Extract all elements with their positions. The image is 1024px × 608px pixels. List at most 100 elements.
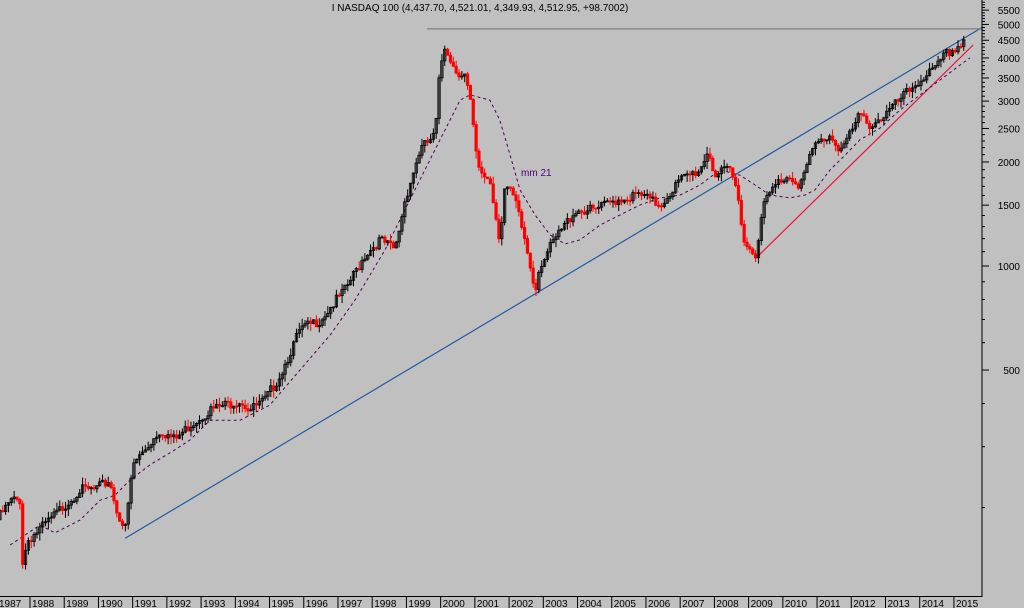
candle-up (890, 103, 895, 109)
candle-up (597, 206, 601, 209)
candle-down (92, 487, 96, 490)
candle-down (468, 85, 473, 100)
candle-up (420, 145, 424, 156)
candle-up (842, 143, 846, 149)
candle-down (83, 484, 88, 487)
candle-up (354, 268, 358, 272)
candle-up (146, 447, 150, 451)
y-tick-label: 4000 (998, 54, 1021, 65)
candle-up (195, 422, 199, 427)
candle-up (910, 87, 915, 92)
candle-up (397, 230, 401, 243)
candle-up (203, 418, 207, 421)
candle-down (868, 122, 872, 129)
x-tick-label: 1988 (32, 599, 55, 608)
x-tick-label: 2005 (614, 599, 637, 608)
candle-down (947, 48, 952, 57)
candle-down (457, 72, 461, 78)
candle-down (243, 404, 247, 409)
candle-up (631, 192, 635, 202)
candle-down (61, 506, 65, 511)
candle-up (380, 236, 384, 239)
candle-up (893, 99, 897, 105)
candle-up (266, 391, 270, 397)
candle-up (500, 222, 504, 240)
candle-up (828, 135, 832, 141)
candle-down (753, 253, 758, 259)
candle-up (140, 451, 145, 456)
x-tick-label: 2006 (648, 599, 671, 608)
long-term-support-line (124, 26, 984, 539)
candle-up (771, 186, 775, 193)
candle-up (845, 137, 849, 145)
candle-up (366, 254, 370, 260)
candle-up (668, 196, 672, 199)
candle-up (819, 138, 823, 142)
candle-up (320, 319, 324, 326)
candle-down (619, 199, 624, 203)
candle-down (711, 157, 715, 172)
candle-up (172, 434, 176, 438)
candle-up (548, 242, 552, 253)
candle-down (511, 187, 515, 196)
candle-up (870, 126, 875, 129)
candle-up (919, 80, 923, 86)
candle-up (269, 385, 273, 392)
candle-up (811, 148, 815, 155)
candle-up (440, 60, 444, 79)
candle-down (494, 202, 498, 220)
candle-up (808, 154, 812, 166)
candle-down (796, 183, 800, 189)
candle-down (488, 178, 492, 185)
candle-up (360, 260, 364, 270)
candle-down (115, 500, 119, 514)
candle-up (274, 385, 279, 391)
x-tick-label: 2002 (511, 599, 534, 608)
candle-up (408, 182, 413, 197)
candle-up (945, 48, 949, 54)
x-tick-label: 1994 (237, 599, 260, 608)
candle-up (685, 173, 689, 176)
candle-down (118, 512, 122, 522)
candle-up (69, 500, 73, 506)
candle-up (343, 284, 347, 290)
candle-up (32, 534, 36, 542)
candle-up (331, 306, 336, 309)
candle-down (120, 520, 125, 526)
y-tick-label: 3500 (998, 74, 1021, 85)
candle-up (340, 289, 344, 296)
candle-down (314, 319, 319, 328)
candle-up (930, 67, 934, 70)
x-tick-label: 1997 (340, 599, 363, 608)
candle-down (448, 54, 453, 63)
x-tick-label: 2004 (580, 599, 603, 608)
y-tick-label: 5500 (998, 6, 1021, 17)
x-tick-label: 2003 (545, 599, 568, 608)
candle-down (169, 434, 173, 438)
candle-up (765, 194, 769, 203)
candle-up (78, 492, 82, 498)
candle-down (648, 193, 652, 199)
candle-up (232, 405, 236, 409)
candle-down (625, 199, 629, 202)
candle-down (520, 211, 524, 228)
x-tick-label: 2011 (819, 599, 841, 608)
candle-up (962, 39, 966, 47)
x-tick-label: 2000 (443, 599, 466, 608)
candle-down (522, 227, 527, 239)
candle-up (369, 249, 373, 256)
candle-up (260, 397, 264, 402)
candle-up (89, 487, 93, 490)
candle-up (294, 332, 299, 343)
candle-up (329, 307, 333, 314)
candle-up (565, 218, 569, 224)
candle-down (388, 240, 393, 244)
candle-up (123, 523, 127, 526)
candle-up (66, 504, 70, 510)
candle-down (896, 99, 900, 102)
candle-up (933, 65, 937, 69)
candle-up (300, 325, 304, 331)
candle-up (873, 122, 877, 128)
candle-down (568, 218, 572, 223)
candle-up (611, 200, 615, 203)
